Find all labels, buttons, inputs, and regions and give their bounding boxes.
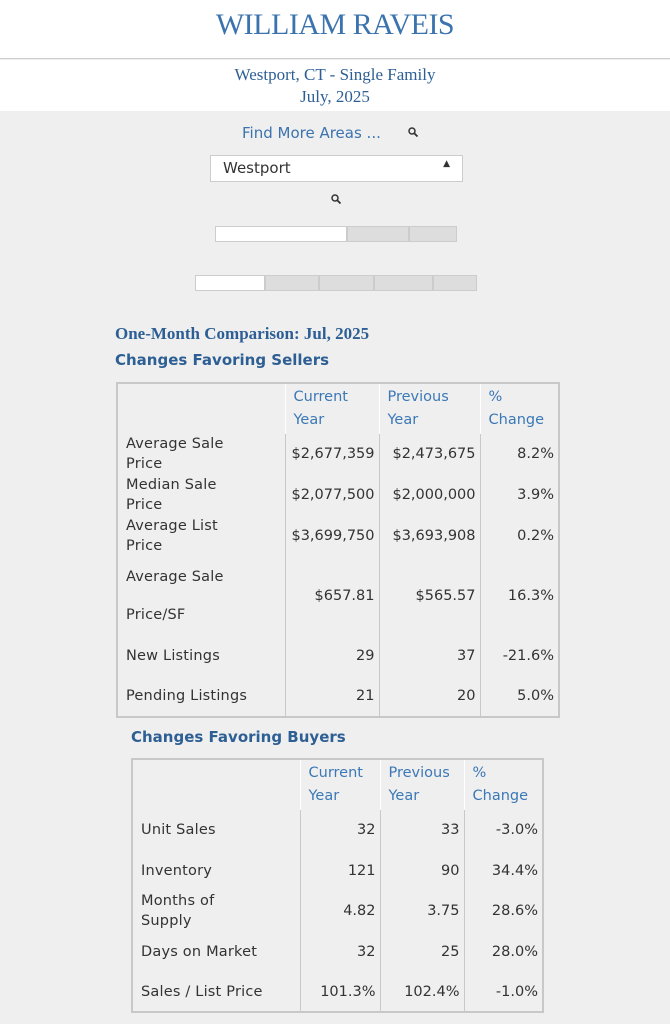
cell: 28.6%: [463, 891, 543, 931]
tab[interactable]: [319, 275, 374, 291]
area-select[interactable]: Westport ▲︎: [210, 155, 463, 182]
select-arrow: ▲︎: [443, 159, 450, 169]
cell: $2,077,500: [284, 474, 379, 515]
column-header: Current Year: [284, 383, 379, 434]
column-header: Current Year: [299, 759, 380, 810]
cell: 28.0%: [463, 931, 543, 972]
find-more-link[interactable]: Find More Areas ...: [242, 124, 381, 142]
date: July, 2025: [300, 87, 370, 106]
subheader: Westport, CT - Single Family July, 2025: [0, 60, 670, 111]
table-row: Unit Sales 32 33 -3.0%: [132, 810, 543, 850]
column-header: Previous Year: [379, 759, 464, 810]
cell: 33: [379, 810, 464, 850]
column-header: Previous Year: [378, 383, 480, 434]
column-header: % Change: [479, 383, 559, 434]
row-label: Average Sale Price/SF: [126, 569, 224, 623]
cell: 101.3%: [299, 972, 380, 1012]
search-icon[interactable]: [408, 127, 418, 137]
table-row: Average Sale Price $2,677,359 $2,473,675 8.…: [117, 434, 559, 474]
cell: 34.4%: [463, 850, 543, 891]
cell: $2,677,359: [284, 434, 379, 474]
table-row: Average List Price $3,699,750 $3,693,908 0.…: [117, 515, 559, 556]
cell: 0.2%: [479, 515, 559, 556]
cell: -3.0%: [463, 810, 543, 850]
table-row: Average Sale Price/SF $657.81 $565.57 16.3%: [117, 556, 559, 636]
column-header: % Change: [463, 759, 543, 810]
row-label: Median Sale Price: [126, 476, 217, 513]
cell: 5.0%: [479, 676, 559, 717]
cell: 16.3%: [479, 556, 559, 636]
tab[interactable]: [195, 275, 265, 291]
cell: 90: [379, 850, 464, 891]
cell: 4.82: [299, 891, 380, 931]
tab[interactable]: [409, 226, 457, 242]
row-label: Average List Price: [126, 517, 218, 554]
cell: 3.75: [379, 891, 464, 931]
tab[interactable]: [215, 226, 347, 242]
cell: -21.6%: [479, 636, 559, 676]
row-label: Average Sale Price: [126, 436, 224, 472]
logo: WILLIAM RAVEIS: [215, 8, 455, 41]
tab[interactable]: [374, 275, 433, 291]
cell: $2,473,675: [378, 434, 480, 474]
row-label: Sales / List Price: [141, 983, 263, 1000]
tab[interactable]: [347, 226, 409, 242]
cell: 3.9%: [479, 474, 559, 515]
cell: 21: [284, 676, 379, 717]
section-title: Changes Favoring Buyers: [131, 728, 346, 746]
cell: $3,699,750: [284, 515, 379, 556]
row-label: Unit Sales: [141, 822, 216, 838]
row-label: Months of Supply: [141, 893, 215, 929]
cell: 37: [378, 636, 480, 676]
cell: -1.0%: [463, 972, 543, 1012]
data-table: Current Year Previous Year% Change Average…: [116, 382, 560, 718]
search-icon[interactable]: [331, 194, 341, 204]
location: Westport, CT - Single Family: [234, 65, 436, 84]
section-title: Changes Favoring Sellers: [115, 351, 330, 369]
table-row: Sales / List Price 101.3% 102.4% -1.0%: [132, 972, 543, 1012]
tab[interactable]: [433, 275, 477, 291]
cell: 8.2%: [479, 434, 559, 474]
row-label: New Listings: [126, 648, 220, 664]
cell: 29: [284, 636, 379, 676]
cell: $657.81: [284, 556, 379, 636]
row-label: Days on Market: [141, 943, 258, 960]
table-row: Median Sale Price $2,077,500 $2,000,000 3.9…: [117, 474, 559, 515]
tab[interactable]: [265, 275, 319, 291]
top-bar: [0, 0, 670, 59]
table-row: Inventory 121 90 34.4%: [132, 850, 543, 891]
cell: 20: [378, 676, 480, 717]
row-label: Pending Listings: [126, 688, 248, 704]
cell: 32: [299, 810, 380, 850]
table-row: Days on Market 32 25 28.0%: [132, 931, 543, 972]
row-label: Inventory: [141, 862, 213, 879]
cell: $3,693,908: [378, 515, 480, 556]
cell: 102.4%: [379, 972, 464, 1012]
header-cell: [117, 383, 285, 434]
cell: $565.57: [378, 556, 480, 636]
header-row: Current Year Previous Year% Change: [117, 383, 559, 434]
table-row: Pending Listings 21 20 5.0%: [117, 676, 559, 717]
comparison-title: One-Month Comparison: Jul, 2025: [115, 324, 370, 343]
cell: $2,000,000: [378, 474, 480, 515]
table-row: New Listings 29 37 -21.6%: [117, 636, 559, 676]
data-table: Current Year Previous Year% Change Unit Sa…: [131, 758, 544, 1013]
selected-area: Westport: [223, 159, 291, 177]
header-row: Current Year Previous Year% Change: [132, 759, 543, 810]
header-cell: [132, 759, 300, 810]
cell: 25: [379, 931, 464, 972]
cell: 121: [299, 850, 380, 891]
table-row: Months of Supply 4.82 3.75 28.6%: [132, 891, 543, 931]
cell: 32: [299, 931, 380, 972]
